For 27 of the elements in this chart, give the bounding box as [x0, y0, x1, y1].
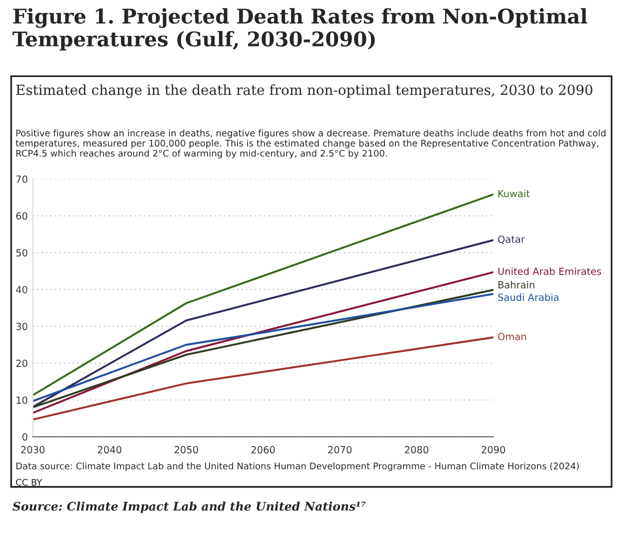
series-label: United Arab Emirates: [498, 267, 602, 275]
y-tick-label: 70: [16, 175, 28, 183]
series-label: Kuwait: [498, 190, 530, 198]
y-tick-label: 10: [16, 396, 28, 404]
source-note: Source: Climate Impact Lab and the United Nations¹⁷: [12, 502, 366, 513]
x-tick-label: 2080: [404, 446, 428, 454]
x-tick-label: 2090: [482, 446, 506, 454]
y-tick-label: 30: [16, 322, 28, 330]
series-label: Bahrain: [498, 280, 534, 288]
x-tick-label: 2030: [21, 446, 45, 454]
chart-title: Figure 1. Projected Death Rates from Non-Optimal Temperatures (Gulf, 2030-2090): [12, 8, 588, 50]
series-label: Qatar: [498, 236, 525, 244]
source-note: Data source: Climate Impact Lab and the United Nations Human Development Programme - Human Climate Horizons (2024): [16, 462, 579, 472]
text: CC BY: [16, 478, 42, 486]
series-label: Saudi Arabia: [498, 293, 558, 301]
x-tick-label: 2060: [251, 446, 275, 454]
text: Positive figures show an increase in deaths, negative figures show a decrease. Premature deaths include deaths from hot and cold temperatures, measured per 100,000 people. This is the estimated change based on the Representative Concentration Pathway, RCP4.5 which reaches around 2°C of warming by mid-century, and 2.5°C by 2100.: [16, 129, 606, 158]
x-tick-label: 2040: [98, 446, 122, 454]
x-tick-label: 2070: [328, 446, 352, 454]
series-label: Oman: [498, 332, 526, 340]
y-tick-label: 50: [16, 249, 28, 256]
y-tick-label: 0: [22, 433, 28, 441]
y-tick-label: 20: [16, 360, 28, 367]
y-tick-label: 60: [16, 212, 28, 220]
chart-subtitle: Estimated change in the death rate from non-optimal temperatures, 2030 to 2090: [16, 84, 592, 98]
y-tick-label: 40: [16, 286, 28, 294]
x-tick-label: 2050: [174, 446, 198, 454]
